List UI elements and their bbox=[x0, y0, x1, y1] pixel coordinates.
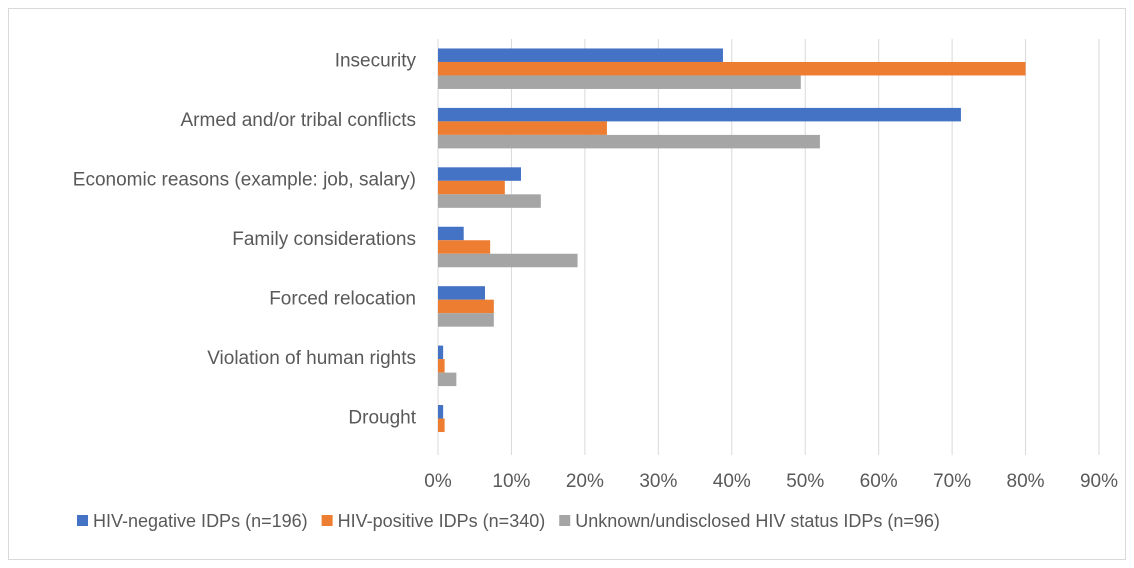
x-tick-label: 50% bbox=[786, 471, 824, 492]
x-tick-label: 70% bbox=[933, 471, 971, 492]
category-label: Violation of human rights bbox=[207, 348, 416, 369]
legend-label-1: HIV-negative IDPs (n=196) bbox=[93, 511, 308, 531]
category-label: Economic reasons (example: job, salary) bbox=[73, 170, 416, 191]
bar-1-7 bbox=[438, 405, 444, 419]
bar-3-6 bbox=[438, 372, 457, 387]
category-label: Forced relocation bbox=[269, 288, 416, 309]
bar-1-2 bbox=[438, 107, 961, 122]
bar-3-2 bbox=[438, 134, 820, 149]
bars bbox=[438, 48, 1026, 433]
x-tick-label: 90% bbox=[1080, 471, 1118, 492]
bar-1-5 bbox=[438, 286, 486, 300]
gridlines bbox=[437, 39, 1100, 455]
bar-2-1 bbox=[438, 61, 1026, 76]
category-label: Drought bbox=[348, 407, 416, 428]
category-label: Insecurity bbox=[335, 51, 417, 72]
category-label: Armed and/or tribal conflicts bbox=[181, 110, 417, 131]
x-tick-label: 60% bbox=[860, 471, 898, 492]
bar-2-2 bbox=[438, 121, 607, 135]
legend: HIV-negative IDPs (n=196) HIV-positive ID… bbox=[77, 511, 940, 531]
bar-1-6 bbox=[438, 345, 444, 360]
bar-2-4 bbox=[438, 240, 491, 254]
bar-1-1 bbox=[438, 48, 723, 62]
bar-2-5 bbox=[438, 299, 494, 314]
bar-3-5 bbox=[438, 313, 494, 327]
x-tick-label: 0% bbox=[424, 471, 452, 492]
bar-2-3 bbox=[438, 180, 505, 195]
legend-label-3: Unknown/undisclosed HIV status IDPs (n=9… bbox=[575, 511, 940, 531]
category-labels: Insecurity Armed and/or tribal conflicts E… bbox=[73, 51, 417, 429]
bar-2-6 bbox=[438, 359, 445, 373]
x-tick-label: 10% bbox=[492, 471, 530, 492]
bar-3-4 bbox=[438, 253, 578, 268]
bar-1-4 bbox=[438, 226, 464, 241]
bar-3-3 bbox=[438, 194, 541, 208]
x-tick-labels: 0% 10% 20% 30% 40% 50% 60% 70% 80% 90% bbox=[424, 471, 1118, 492]
bar-chart: Insecurity Armed and/or tribal conflicts E… bbox=[73, 39, 1118, 531]
legend-swatch-1 bbox=[77, 515, 88, 526]
chart-frame: Insecurity Armed and/or tribal conflicts E… bbox=[8, 8, 1126, 560]
bar-3-1 bbox=[438, 75, 801, 89]
legend-swatch-2 bbox=[321, 515, 333, 526]
x-tick-label: 30% bbox=[639, 471, 677, 492]
x-tick-label: 40% bbox=[713, 471, 751, 492]
x-tick-label: 80% bbox=[1007, 471, 1045, 492]
bar-1-3 bbox=[438, 167, 521, 181]
legend-swatch-3 bbox=[559, 515, 571, 526]
category-label: Family considerations bbox=[232, 229, 416, 250]
x-tick-label: 20% bbox=[566, 471, 604, 492]
legend-label-2: HIV-positive IDPs (n=340) bbox=[338, 511, 546, 531]
bar-2-7 bbox=[438, 418, 445, 433]
